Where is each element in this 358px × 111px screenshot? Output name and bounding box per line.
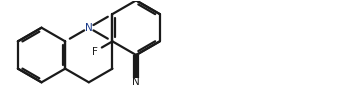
Text: N: N [132,77,140,87]
Text: N: N [86,23,93,33]
Text: F: F [92,47,98,57]
